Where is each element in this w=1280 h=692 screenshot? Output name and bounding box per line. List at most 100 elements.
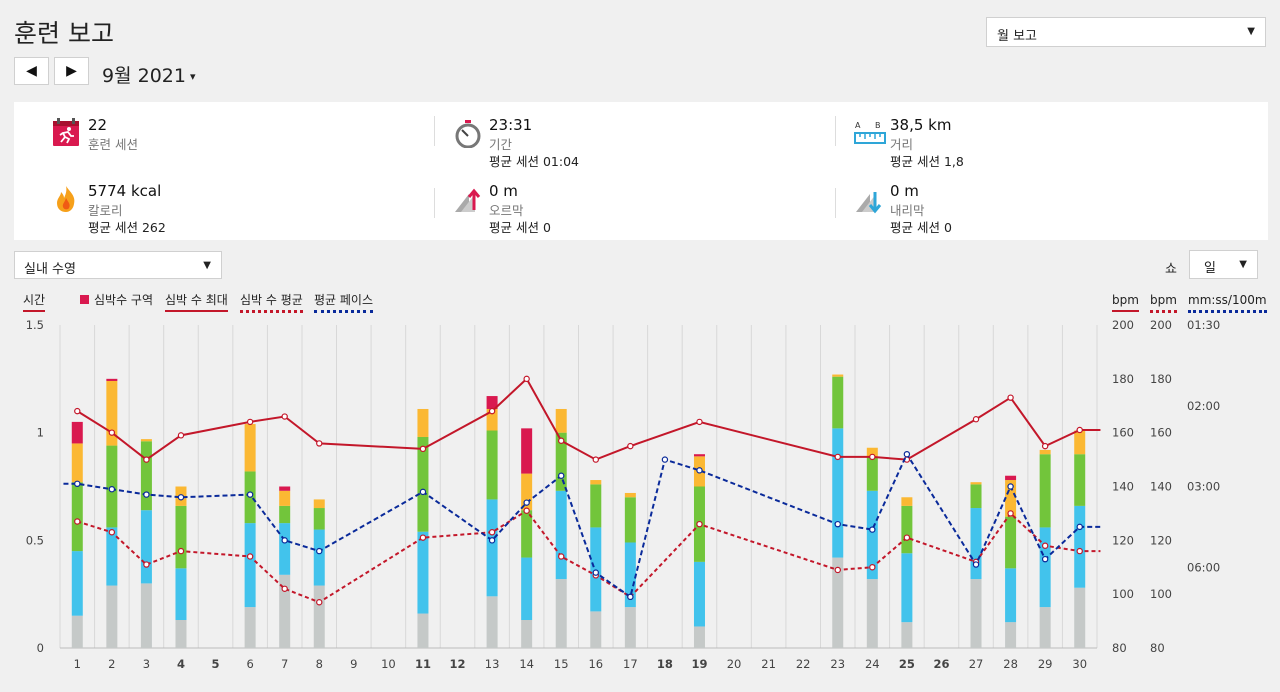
sessions-label: 훈련 세션: [88, 137, 138, 152]
series-point: [177, 547, 185, 555]
x-tick-label: 17: [623, 657, 638, 671]
calories-avg: 평균 세션 262: [88, 220, 166, 235]
bar-segment-zone1: [106, 585, 118, 648]
page-title: 훈련 보고: [14, 19, 114, 48]
bar-segment-zone3: [279, 505, 291, 524]
bpm-max-tick-label: 80: [1112, 641, 1127, 655]
sport-select[interactable]: 실내 수영 ▼: [14, 251, 222, 279]
y-tick-label: 1.5: [26, 318, 44, 332]
series-point: [488, 529, 496, 536]
unit-pace-label: mm:ss/100m: [1188, 293, 1267, 307]
series-point: [74, 518, 81, 525]
unit-bpm-avg-label: bpm: [1150, 293, 1177, 307]
x-tick-label: 8: [316, 657, 323, 671]
flame-icon: [57, 186, 75, 212]
legend-hr-avg[interactable]: 심박 수 평균: [240, 291, 303, 313]
bar-segment-zone3: [140, 441, 152, 511]
unit-bpm-max-line: [1112, 310, 1139, 312]
bpm-max-tick-label: 200: [1112, 318, 1134, 332]
bar-segment-zone1: [1074, 587, 1086, 648]
x-tick-label: 1: [74, 657, 81, 671]
dropdown-caret-icon: ▼: [1247, 26, 1255, 37]
bar-segment-zone4: [970, 482, 982, 485]
legend-pace[interactable]: 평균 페이스: [314, 291, 374, 313]
zone-square-icon: [80, 295, 89, 304]
divider: [434, 116, 435, 146]
x-tick-label: 22: [796, 657, 811, 671]
series-point: [488, 407, 496, 415]
series-point: [281, 585, 288, 592]
bar-segment-zone4: [1005, 480, 1017, 517]
series-point: [108, 485, 116, 493]
bar-segment-zone1: [866, 579, 878, 648]
bpm-avg-tick-label: 140: [1150, 480, 1172, 494]
series-line-dashed: [63, 452, 1101, 599]
legend-hr-max-label: 심박 수 최대: [165, 293, 228, 307]
x-tick-label: 6: [246, 657, 253, 671]
series-line-solid: [76, 377, 1101, 461]
bar-segment-zone4: [71, 443, 83, 483]
ascent-avg: 평균 세션 0: [489, 220, 551, 235]
series-point: [834, 566, 841, 574]
summary-panel: 22 훈련 세션 23:31 기간 평균 세션 01:04 A B 38,5 k…: [14, 102, 1268, 240]
series-point: [281, 413, 288, 420]
bar-segment-zone3: [71, 482, 83, 552]
series-point: [1076, 547, 1083, 555]
bar-segment-zone5: [71, 421, 83, 444]
series-point: [143, 491, 150, 498]
x-tick-label: 15: [554, 657, 569, 671]
series-point: [74, 480, 81, 488]
series-point: [246, 491, 254, 498]
calories-label: 칼로리: [88, 203, 123, 218]
bar-segment-zone3: [970, 484, 982, 509]
series-point: [696, 520, 703, 528]
legend-hr-max[interactable]: 심박 수 최대: [165, 291, 228, 312]
x-tick-label: 26: [933, 657, 949, 671]
calories-value: 5774 kcal: [88, 182, 162, 200]
bar-segment-zone1: [555, 579, 567, 648]
x-tick-label: 3: [143, 657, 150, 671]
bar-segment-zone1: [521, 620, 533, 648]
bar-segment-zone2: [175, 568, 187, 621]
bpm-max-tick-label: 160: [1112, 426, 1134, 440]
period-select[interactable]: 일 ▼: [1189, 250, 1258, 279]
x-tick-label: 21: [761, 657, 776, 671]
bpm-avg-tick-label: 100: [1150, 587, 1172, 601]
x-tick-label: 5: [212, 657, 220, 671]
bar-segment-zone3: [1074, 454, 1086, 506]
legend-time-line: [23, 310, 46, 312]
bar-segment-zone1: [624, 607, 636, 648]
legend-hr-zones[interactable]: 심박수 구역: [80, 291, 153, 308]
bar-segment-zone3: [555, 432, 567, 491]
bar-segment-zone5: [486, 396, 498, 409]
bar-segment-zone3: [624, 497, 636, 543]
bar-segment-zone4: [106, 380, 118, 446]
divider: [434, 188, 435, 218]
x-tick-label: 16: [588, 657, 603, 671]
bar-segment-zone3: [1005, 516, 1017, 569]
month-selector[interactable]: 9월 2021 ▾: [102, 61, 196, 88]
series-point: [1041, 442, 1049, 450]
duration-avg: 평균 세션 01:04: [489, 154, 579, 169]
series-point: [246, 553, 254, 560]
legend-hr-avg-label: 심박 수 평균: [240, 293, 303, 307]
prev-month-button[interactable]: ◀: [14, 57, 49, 85]
duration-value: 23:31: [489, 116, 533, 134]
series-point: [558, 472, 565, 479]
series-point: [592, 456, 599, 463]
distance-avg: 평균 세션 1,8: [890, 154, 964, 169]
series-point: [246, 418, 254, 426]
x-tick-label: 24: [865, 657, 880, 671]
x-tick-label: 11: [415, 657, 431, 671]
report-type-value: 월 보고: [997, 29, 1038, 44]
bpm-avg-tick-label: 180: [1150, 372, 1172, 386]
bar-segment-zone4: [832, 374, 844, 377]
bar-segment-zone4: [866, 447, 878, 457]
bar-segment-zone1: [486, 596, 498, 648]
ruler-ab-icon: A B: [854, 121, 886, 144]
report-type-select[interactable]: 월 보고 ▼: [986, 17, 1266, 47]
bar-segment-zone4: [279, 490, 291, 506]
bar-segment-zone2: [624, 542, 636, 608]
next-month-button[interactable]: ▶: [54, 57, 89, 85]
legend-time[interactable]: 시간: [23, 291, 46, 312]
